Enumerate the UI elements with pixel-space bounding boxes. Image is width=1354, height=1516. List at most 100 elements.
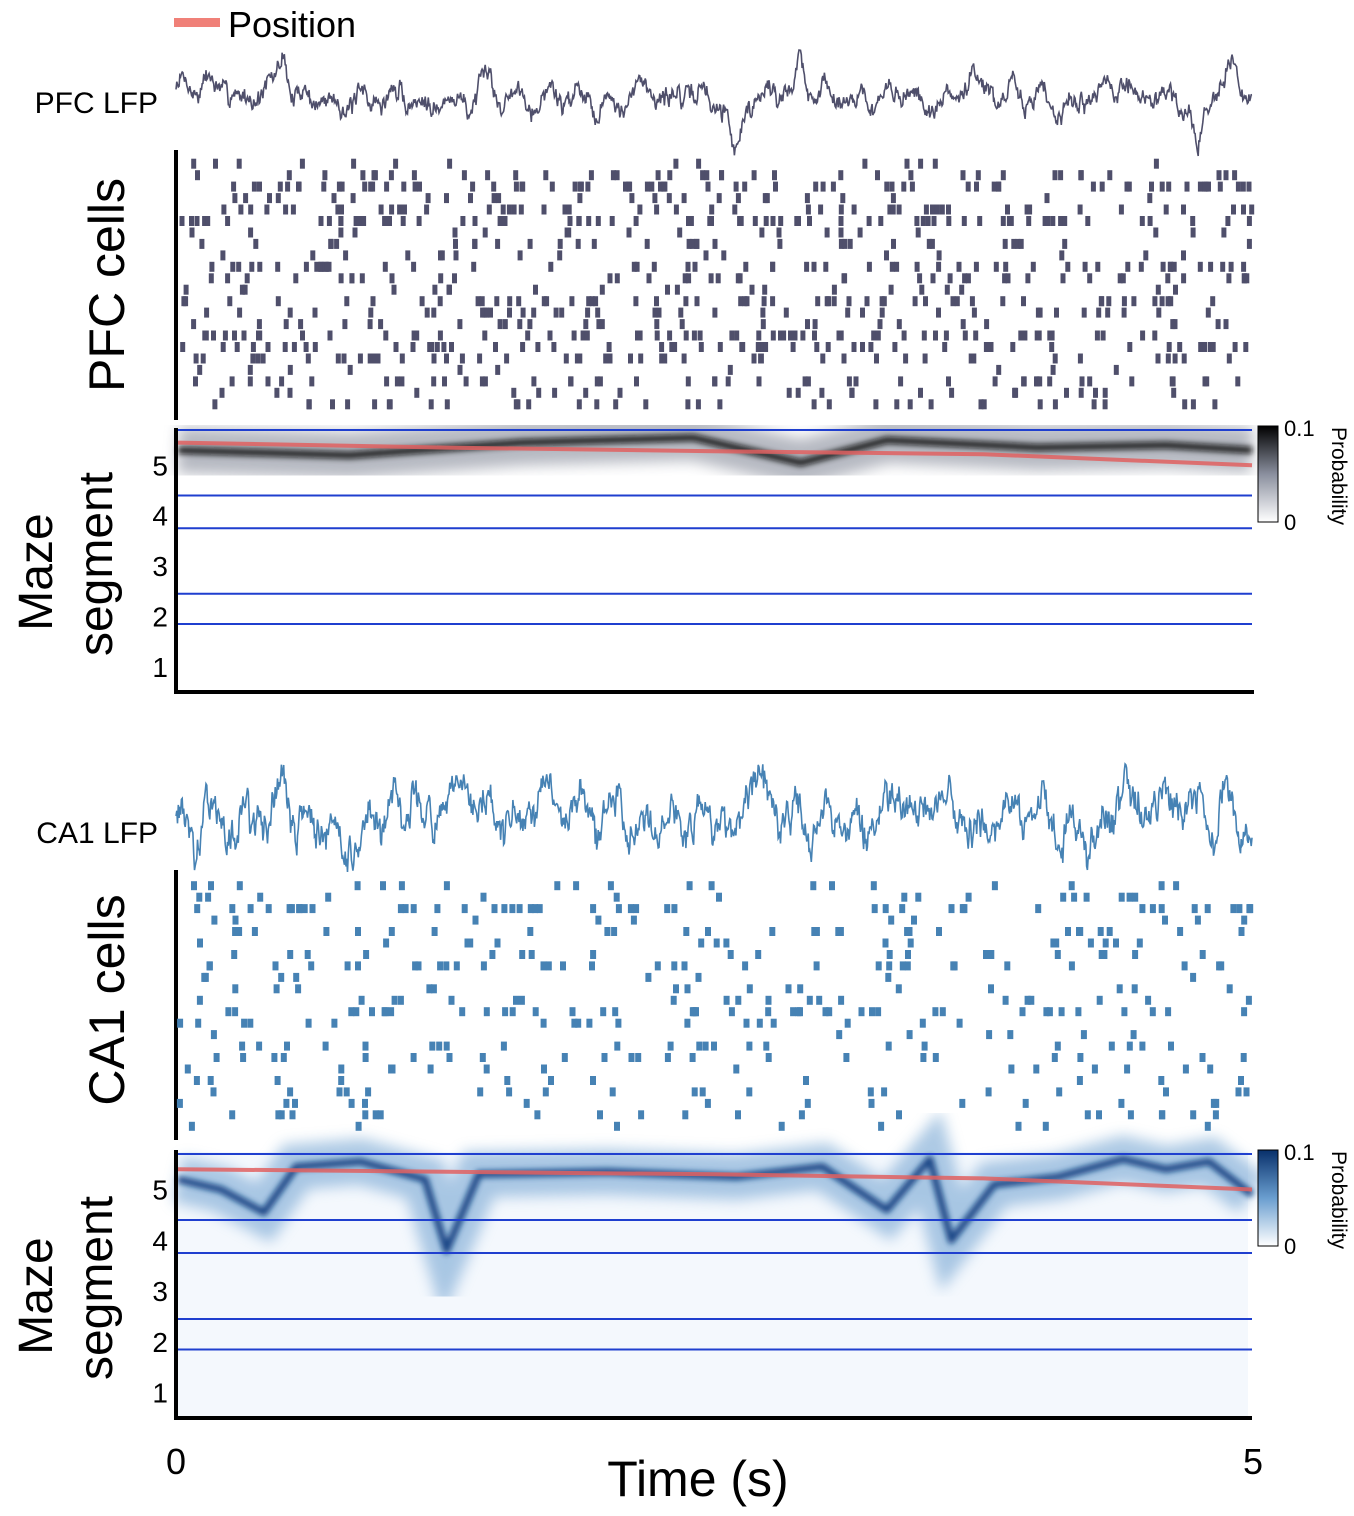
spike: [795, 387, 801, 398]
spike: [734, 330, 740, 341]
spike: [1000, 170, 1006, 181]
spike: [506, 204, 512, 215]
spike: [761, 296, 767, 307]
spike: [179, 216, 185, 226]
spike: [437, 330, 443, 341]
ca1-colorbar-label: Probability: [1327, 1151, 1350, 1250]
spike: [862, 158, 868, 169]
spike: [222, 330, 228, 341]
spike: [1127, 1110, 1134, 1120]
spike: [961, 216, 967, 226]
spike: [594, 376, 600, 387]
spike: [743, 1018, 750, 1028]
spike: [460, 216, 466, 226]
spike: [760, 319, 766, 330]
spike: [723, 995, 730, 1005]
spike: [948, 904, 955, 914]
spike: [183, 296, 189, 307]
spike: [443, 961, 450, 971]
spike: [1158, 1076, 1165, 1085]
spike: [725, 376, 731, 387]
spike: [501, 904, 508, 914]
spike: [1010, 342, 1016, 352]
spike: [812, 319, 818, 330]
ca1-segment-boundaries: [178, 1153, 1252, 1351]
spike: [1095, 261, 1101, 272]
spike: [1117, 273, 1123, 284]
spike: [907, 399, 913, 410]
spike: [264, 204, 270, 215]
spike: [1051, 1053, 1058, 1062]
spike: [804, 261, 810, 272]
spike: [932, 158, 938, 169]
spike: [973, 261, 979, 272]
spike: [571, 330, 577, 341]
spike: [928, 399, 934, 410]
legend-label: Position: [228, 4, 356, 45]
spike: [425, 193, 431, 204]
spike: [489, 950, 496, 959]
spike: [273, 984, 280, 994]
spike: [241, 330, 247, 341]
spike: [428, 399, 434, 410]
spike: [915, 892, 922, 902]
spike: [742, 961, 749, 971]
spike: [362, 1110, 369, 1120]
spike: [733, 1064, 740, 1074]
spike: [1052, 399, 1058, 410]
pfc-colorbar-label: Probability: [1327, 427, 1350, 526]
spike: [293, 972, 300, 982]
spike: [203, 330, 209, 341]
spike: [229, 1110, 236, 1120]
spike: [1099, 296, 1105, 307]
spike: [789, 330, 795, 341]
spike: [1173, 284, 1178, 295]
spike: [628, 353, 633, 364]
spike: [840, 193, 846, 204]
spike: [815, 296, 821, 307]
spike: [1152, 330, 1158, 341]
spike: [936, 927, 942, 936]
spike: [419, 296, 425, 307]
spike: [697, 330, 703, 341]
spike: [673, 158, 679, 169]
spike: [239, 284, 245, 295]
spike: [813, 181, 819, 192]
spike: [822, 1007, 829, 1017]
spike: [728, 1007, 735, 1017]
spike: [250, 342, 256, 352]
spike: [275, 1110, 282, 1120]
spike: [1065, 261, 1071, 272]
spike: [283, 204, 289, 215]
spike: [683, 927, 690, 936]
spike: [732, 204, 738, 215]
spike: [331, 193, 337, 204]
spike: [367, 353, 373, 364]
spike: [411, 261, 417, 272]
spike: [308, 961, 315, 971]
spike: [477, 1087, 484, 1097]
spike: [247, 364, 253, 375]
spike: [923, 296, 928, 307]
spike: [191, 881, 197, 891]
spike: [247, 376, 253, 387]
spike: [296, 181, 302, 192]
spike: [275, 261, 281, 272]
spike: [1228, 261, 1234, 272]
spike: [318, 216, 324, 226]
spike: [472, 238, 478, 249]
spike: [962, 273, 968, 284]
spike: [194, 216, 200, 226]
spike: [354, 881, 361, 891]
spike: [352, 227, 358, 238]
spike: [773, 181, 778, 192]
spike: [243, 193, 249, 204]
spike: [355, 1121, 362, 1131]
spike: [189, 216, 194, 226]
spike: [595, 915, 602, 925]
spike: [193, 353, 199, 364]
spike: [355, 961, 361, 971]
spike: [708, 881, 715, 891]
spike: [971, 353, 977, 364]
spike: [1210, 296, 1216, 307]
